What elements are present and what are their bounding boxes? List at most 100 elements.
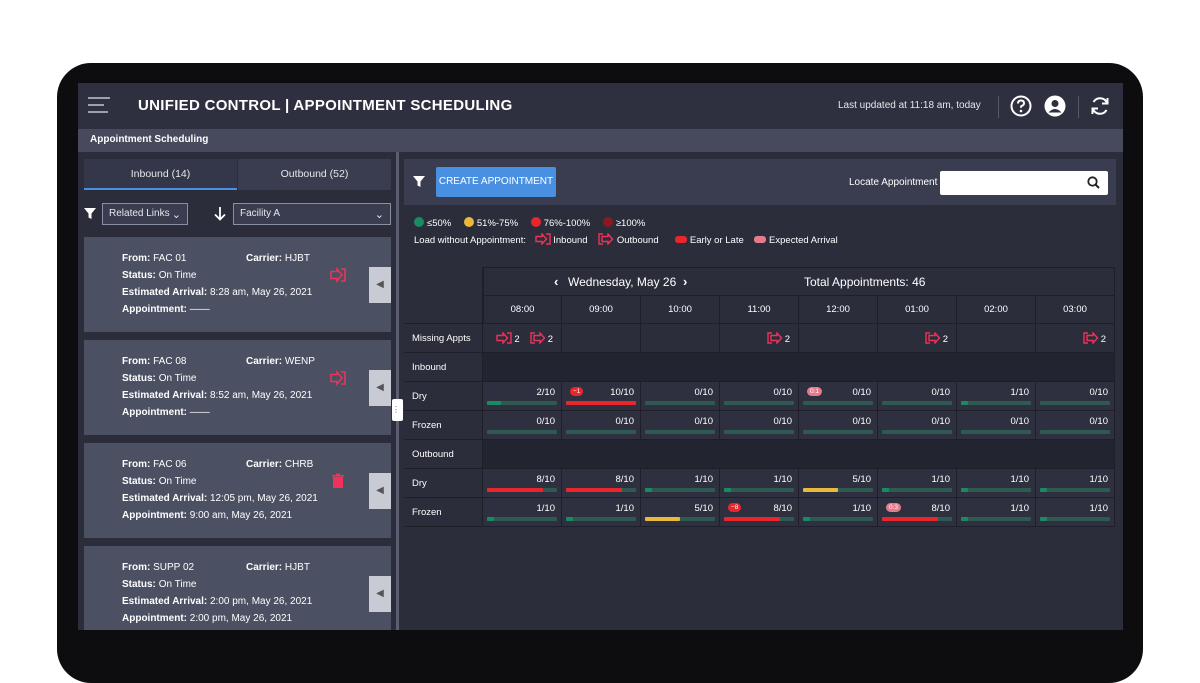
early-late-badge-icon: [675, 236, 688, 243]
capacity-bar-fill: [724, 517, 780, 521]
capacity-value: 5/10: [694, 503, 714, 514]
menu-icon[interactable]: [88, 97, 110, 115]
capacity-cell[interactable]: 1/10: [1036, 498, 1115, 527]
capacity-cell[interactable]: 0/10 0:1: [799, 382, 878, 411]
collapse-card-button[interactable]: ◀: [369, 267, 391, 303]
search-icon[interactable]: [1087, 176, 1100, 189]
breadcrumb-label[interactable]: Appointment Scheduling: [90, 134, 209, 145]
capacity-cell[interactable]: 1/10: [1036, 469, 1115, 498]
sort-down-arrow-icon[interactable]: [214, 207, 226, 221]
capacity-value: 1/10: [1010, 503, 1030, 514]
collapse-card-button[interactable]: ◀: [369, 370, 391, 406]
capacity-cell[interactable]: 0/10: [799, 411, 878, 440]
capacity-cell[interactable]: 1/10: [799, 498, 878, 527]
capacity-cell[interactable]: 1/10: [483, 498, 562, 527]
capacity-cell[interactable]: 2/10: [483, 382, 562, 411]
capacity-value: 0/10: [773, 416, 793, 427]
collapse-card-button[interactable]: ◀: [369, 473, 391, 509]
appointment-card[interactable]: From: FAC 06 Carrier: CHRB Status: On Ti…: [84, 443, 391, 538]
trash-icon[interactable]: [330, 473, 346, 489]
capacity-cell[interactable]: 5/10: [799, 469, 878, 498]
missing-appts-counts: 2: [925, 331, 948, 345]
related-links-select[interactable]: Related Links ⌄: [102, 203, 188, 225]
missing-appts-counts: 2: [1083, 331, 1106, 345]
chevron-left-icon[interactable]: ‹: [554, 274, 559, 289]
create-appointment-button[interactable]: CREATE APPOINTMENT: [436, 167, 556, 197]
outbound-icon[interactable]: [767, 331, 783, 345]
capacity-cell[interactable]: 0/10: [562, 411, 641, 440]
filter-icon[interactable]: [413, 176, 425, 188]
capacity-cell[interactable]: 0/10: [878, 382, 957, 411]
capacity-cell[interactable]: 0/10: [1036, 411, 1115, 440]
capacity-cell[interactable]: 1/10: [957, 469, 1036, 498]
missing-appts-cell[interactable]: 2: [720, 324, 799, 353]
capacity-cell[interactable]: 0/10: [1036, 382, 1115, 411]
appointment-card[interactable]: From: SUPP 02 Carrier: HJBT Status: On T…: [84, 546, 391, 630]
capacity-bar: [961, 517, 1031, 521]
capacity-bar-fill: [1040, 517, 1047, 521]
capacity-cell[interactable]: 0/10: [720, 382, 799, 411]
filter-icon[interactable]: [84, 208, 96, 220]
capacity-value: 1/10: [615, 503, 635, 514]
capacity-cell[interactable]: 0/10: [720, 411, 799, 440]
capacity-value: 1/10: [1089, 503, 1109, 514]
capacity-cell[interactable]: 0/10: [483, 411, 562, 440]
appointment-card[interactable]: From: FAC 08 Carrier: WENP Status: On Ti…: [84, 340, 391, 435]
breadcrumb: Appointment Scheduling: [78, 129, 1123, 152]
total-appointments: Total Appointments: 46: [804, 275, 926, 289]
capacity-cell[interactable]: 1/10: [720, 469, 799, 498]
capacity-value: 8/10: [536, 474, 556, 485]
capacity-cell[interactable]: 0/10: [957, 411, 1036, 440]
user-avatar-icon[interactable]: [1044, 95, 1066, 117]
time-column-header: 01:00: [878, 296, 957, 324]
chevron-right-icon[interactable]: ›: [683, 274, 688, 289]
missing-appts-cell[interactable]: [799, 324, 878, 353]
capacity-cell[interactable]: 10/10 −1: [562, 382, 641, 411]
section-row: [483, 440, 1115, 469]
outbound-icon[interactable]: [530, 331, 546, 345]
missing-appts-cell[interactable]: [562, 324, 641, 353]
inbound-icon[interactable]: [330, 267, 346, 283]
capacity-cell[interactable]: 5/10: [641, 498, 720, 527]
panel-splitter[interactable]: [396, 152, 399, 630]
facility-select[interactable]: Facility A ⌄: [233, 203, 391, 225]
capacity-cell[interactable]: 8/10 −8: [720, 498, 799, 527]
inbound-icon[interactable]: [330, 370, 346, 386]
yellow-dot-icon: [463, 217, 474, 227]
appointment-card[interactable]: From: FAC 01 Carrier: HJBT Status: On Ti…: [84, 237, 391, 332]
capacity-cell[interactable]: 8/10: [483, 469, 562, 498]
capacity-bar: [1040, 401, 1110, 405]
drag-handle-icon[interactable]: ⋮⋮: [392, 399, 408, 421]
help-icon[interactable]: [1010, 95, 1032, 117]
capacity-cell[interactable]: 1/10: [878, 469, 957, 498]
refresh-icon[interactable]: [1089, 95, 1111, 117]
inbound-icon[interactable]: [496, 331, 513, 345]
tab-outbound[interactable]: Outbound (52): [238, 159, 391, 190]
missing-appts-cell[interactable]: [641, 324, 720, 353]
capacity-cell[interactable]: 8/10 0:3: [878, 498, 957, 527]
outbound-icon[interactable]: [925, 331, 941, 345]
legend-outbound-label: Outbound: [616, 235, 659, 246]
capacity-cell[interactable]: 1/10: [641, 469, 720, 498]
capacity-cell[interactable]: 1/10: [562, 498, 641, 527]
capacity-bar: [803, 517, 873, 521]
capacity-cell[interactable]: 0/10: [641, 382, 720, 411]
missing-appts-cell[interactable]: 2: [878, 324, 957, 353]
missing-appts-cell[interactable]: 2: [1036, 324, 1115, 353]
green-dot-icon: [414, 217, 424, 227]
capacity-cell[interactable]: 1/10: [957, 498, 1036, 527]
tab-inbound[interactable]: Inbound (14): [84, 159, 237, 190]
capacity-cell[interactable]: 0/10: [878, 411, 957, 440]
capacity-cell[interactable]: 1/10: [957, 382, 1036, 411]
locate-appointment-input[interactable]: [940, 171, 1108, 195]
capacity-value: 0/10: [1089, 387, 1109, 398]
capacity-cell[interactable]: 0/10: [641, 411, 720, 440]
collapse-card-button[interactable]: ◀: [369, 576, 391, 612]
date-header: ‹ Wednesday, May 26 › Total Appointments: 4…: [483, 267, 1115, 296]
legend-item: ≥100%: [602, 217, 645, 229]
missing-appts-cell[interactable]: [957, 324, 1036, 353]
capacity-cell[interactable]: 8/10: [562, 469, 641, 498]
section-label: Inbound: [404, 353, 483, 382]
outbound-icon[interactable]: [1083, 331, 1099, 345]
